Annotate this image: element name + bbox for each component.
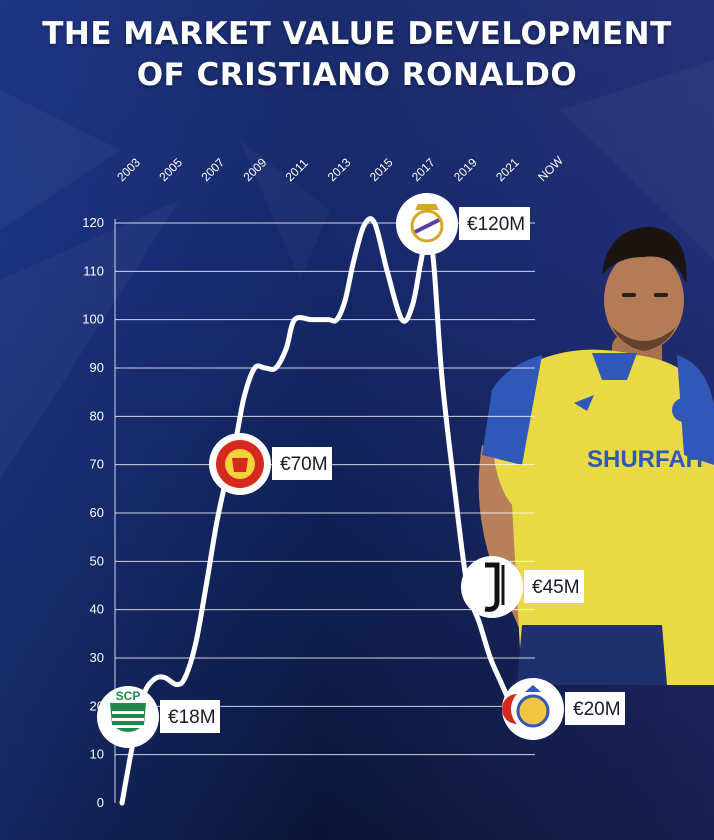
value-callout: €120M: [396, 193, 530, 255]
y-tick-label: 100: [82, 312, 104, 327]
x-tick-label: 2013: [325, 155, 354, 184]
y-tick-label: 30: [90, 650, 104, 665]
x-tick-label: 2019: [451, 155, 480, 184]
real-madrid-badge-icon: [410, 204, 444, 243]
x-tick-label: 2005: [156, 155, 185, 184]
chart-title-line-1: THE MARKET VALUE DEVELOPMENT: [42, 16, 672, 52]
x-tick-label: 2017: [409, 155, 438, 184]
jersey-sponsor: SHURFAH: [587, 446, 703, 473]
sporting-stripe-icon: [112, 711, 144, 714]
sporting-badge-text: SCP: [116, 689, 141, 703]
x-axis: 2003 2005 2007 2009 2011 2013 2015 2017 2019 2021…: [114, 153, 566, 184]
y-tick-label: 120: [82, 215, 104, 230]
value-callouts: €18M SCP €70M €120M €45M €20M: [97, 193, 625, 748]
juventus-j-icon: [484, 562, 500, 612]
realmadrid-band-icon: [414, 218, 440, 234]
y-tick-label: 70: [90, 457, 104, 472]
sporting-cp-badge-icon: SCP: [110, 689, 146, 732]
callout-label-box: [524, 570, 584, 603]
sporting-stripe-icon: [112, 718, 144, 721]
x-tick-label: 2007: [198, 155, 227, 184]
y-tick-label: 0: [97, 795, 104, 810]
value-callout: €70M: [209, 433, 332, 495]
y-tick-label: 90: [90, 360, 104, 375]
y-tick-label: 10: [90, 747, 104, 762]
callout-value-label: €70M: [280, 454, 328, 475]
callout-value-label: €45M: [532, 577, 580, 598]
callout-value-label: €18M: [168, 707, 216, 728]
manchester-united-badge-icon: [216, 440, 264, 488]
value-callout: €18M SCP: [97, 686, 220, 748]
alnassr-crown-icon: [525, 685, 541, 692]
jersey-maker-logo-icon: [574, 395, 594, 411]
jersey-crest-icon: [672, 398, 696, 422]
y-tick-label: 40: [90, 602, 104, 617]
callout-value-label: €120M: [467, 214, 525, 235]
callout-label-box: [160, 700, 220, 733]
value-callout: €45M: [461, 556, 584, 618]
realmadrid-crown-icon: [415, 204, 439, 210]
x-tick-label: 2003: [114, 155, 143, 184]
x-tick-label: 2021: [493, 155, 522, 184]
callout-label-box: [459, 207, 530, 240]
juventus-badge-icon: [484, 562, 505, 612]
callout-label-box: [565, 692, 625, 725]
club-badge-circle: [461, 556, 523, 618]
x-tick-label: 2011: [283, 156, 311, 184]
manutd-devil-icon: [232, 458, 248, 472]
chart-title-line-2: OF CRISTIANO RONALDO: [136, 57, 578, 93]
sporting-shield-icon: [110, 703, 146, 732]
sporting-stripe-icon: [112, 725, 144, 728]
market-value-series-line: [119, 216, 514, 806]
x-tick-label: 2009: [241, 155, 270, 184]
callout-label-box: [272, 447, 332, 480]
y-tick-label: 50: [90, 553, 104, 568]
y-tick-label: 110: [83, 263, 104, 278]
al-nassr-badge-icon: [502, 685, 555, 731]
callout-value-label: €20M: [573, 699, 621, 720]
value-callout: €20M: [502, 678, 625, 740]
x-tick-label: 2015: [367, 155, 396, 184]
y-tick-label: 80: [90, 408, 104, 423]
y-tick-label: 60: [90, 505, 104, 520]
x-tick-label: NOW: [535, 153, 566, 184]
alnassr-crest-icon: [516, 694, 550, 728]
